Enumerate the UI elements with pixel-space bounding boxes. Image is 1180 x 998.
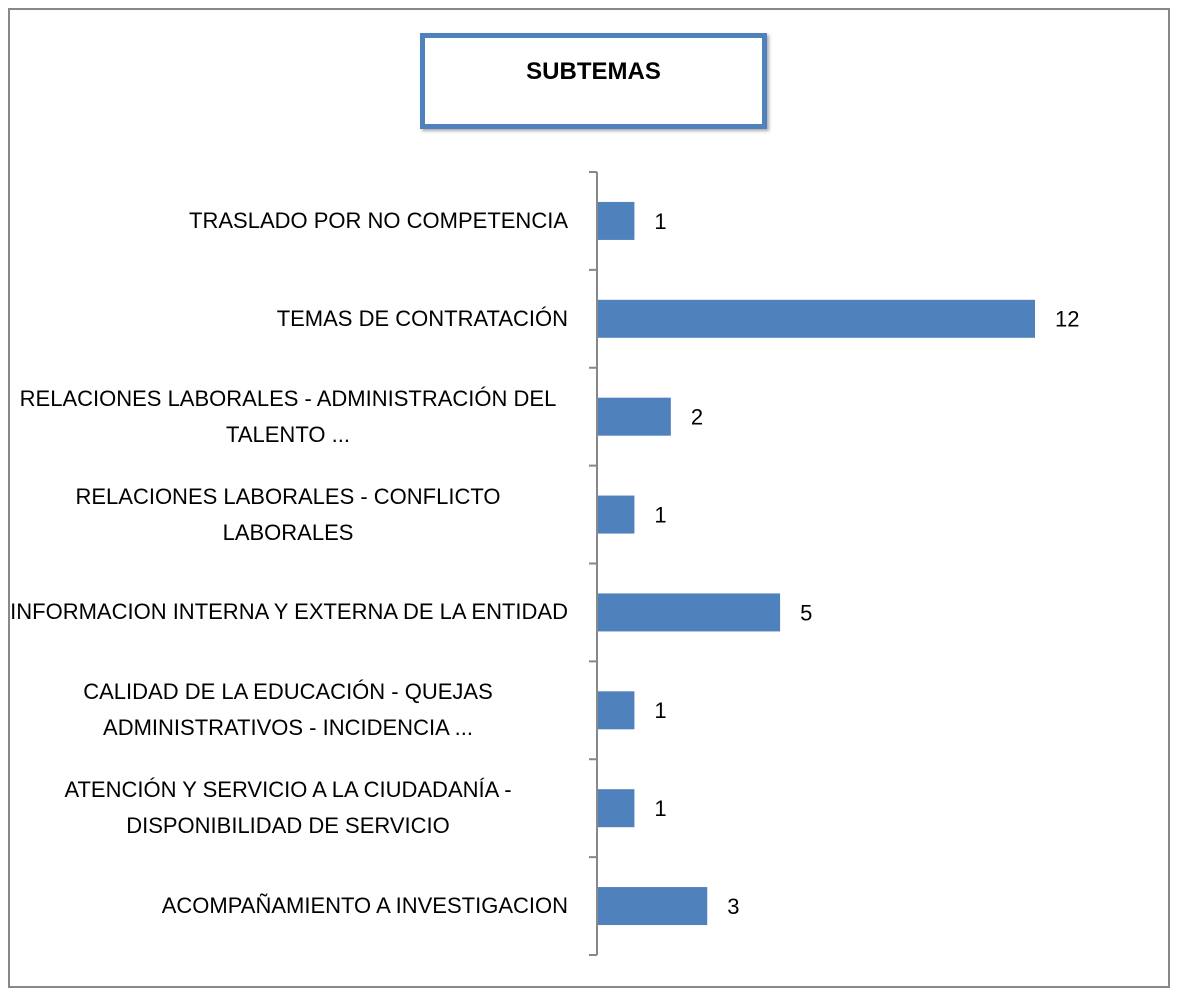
value-label: 5: [800, 600, 812, 625]
bar: [598, 887, 708, 926]
category-label: INFORMACION INTERNA Y EXTERNA DE LA ENTI…: [8, 564, 568, 662]
category-text: ATENCIÓN Y SERVICIO A LA CIUDADANÍA - DI…: [64, 777, 512, 839]
value-label: 1: [654, 209, 666, 234]
category-label: ATENCIÓN Y SERVICIO A LA CIUDADANÍA - DI…: [8, 759, 568, 857]
bar: [598, 397, 671, 436]
category-label: RELACIONES LABORALES - CONFLICTO LABORAL…: [8, 466, 568, 564]
category-label: ACOMPAÑAMIENTO A INVESTIGACION: [8, 857, 568, 955]
category-label: TRASLADO POR NO COMPETENCIA: [8, 172, 568, 270]
value-label: 1: [654, 796, 666, 821]
chart-frame: [8, 8, 1170, 988]
bar: [598, 593, 781, 632]
value-label: 1: [654, 502, 666, 527]
category-text: RELACIONES LABORALES - ADMINISTRACIÓN DE…: [19, 385, 557, 447]
chart-title: SUBTEMAS: [420, 33, 767, 129]
value-label: 1: [654, 698, 666, 723]
category-text: RELACIONES LABORALES - CONFLICTO LABORAL…: [75, 483, 501, 545]
bar: [598, 201, 635, 240]
value-label: 2: [691, 405, 703, 430]
category-label: RELACIONES LABORALES - ADMINISTRACIÓN DE…: [8, 368, 568, 466]
category-text: ACOMPAÑAMIENTO A INVESTIGACION: [161, 893, 568, 919]
category-text: TRASLADO POR NO COMPETENCIA: [189, 207, 568, 233]
category-label: TEMAS DE CONTRATACIÓN: [8, 270, 568, 368]
bar: [598, 299, 1035, 338]
bar: [598, 495, 635, 534]
category-label: CALIDAD DE LA EDUCACIÓN - QUEJAS ADMINIS…: [8, 661, 568, 759]
value-label: 3: [727, 894, 739, 919]
category-text: TEMAS DE CONTRATACIÓN: [276, 305, 568, 331]
category-text: CALIDAD DE LA EDUCACIÓN - QUEJAS ADMINIS…: [83, 679, 493, 741]
value-label: 12: [1055, 307, 1079, 332]
bar: [598, 691, 635, 730]
bar: [598, 789, 635, 828]
category-text: INFORMACION INTERNA Y EXTERNA DE LA ENTI…: [10, 599, 568, 625]
